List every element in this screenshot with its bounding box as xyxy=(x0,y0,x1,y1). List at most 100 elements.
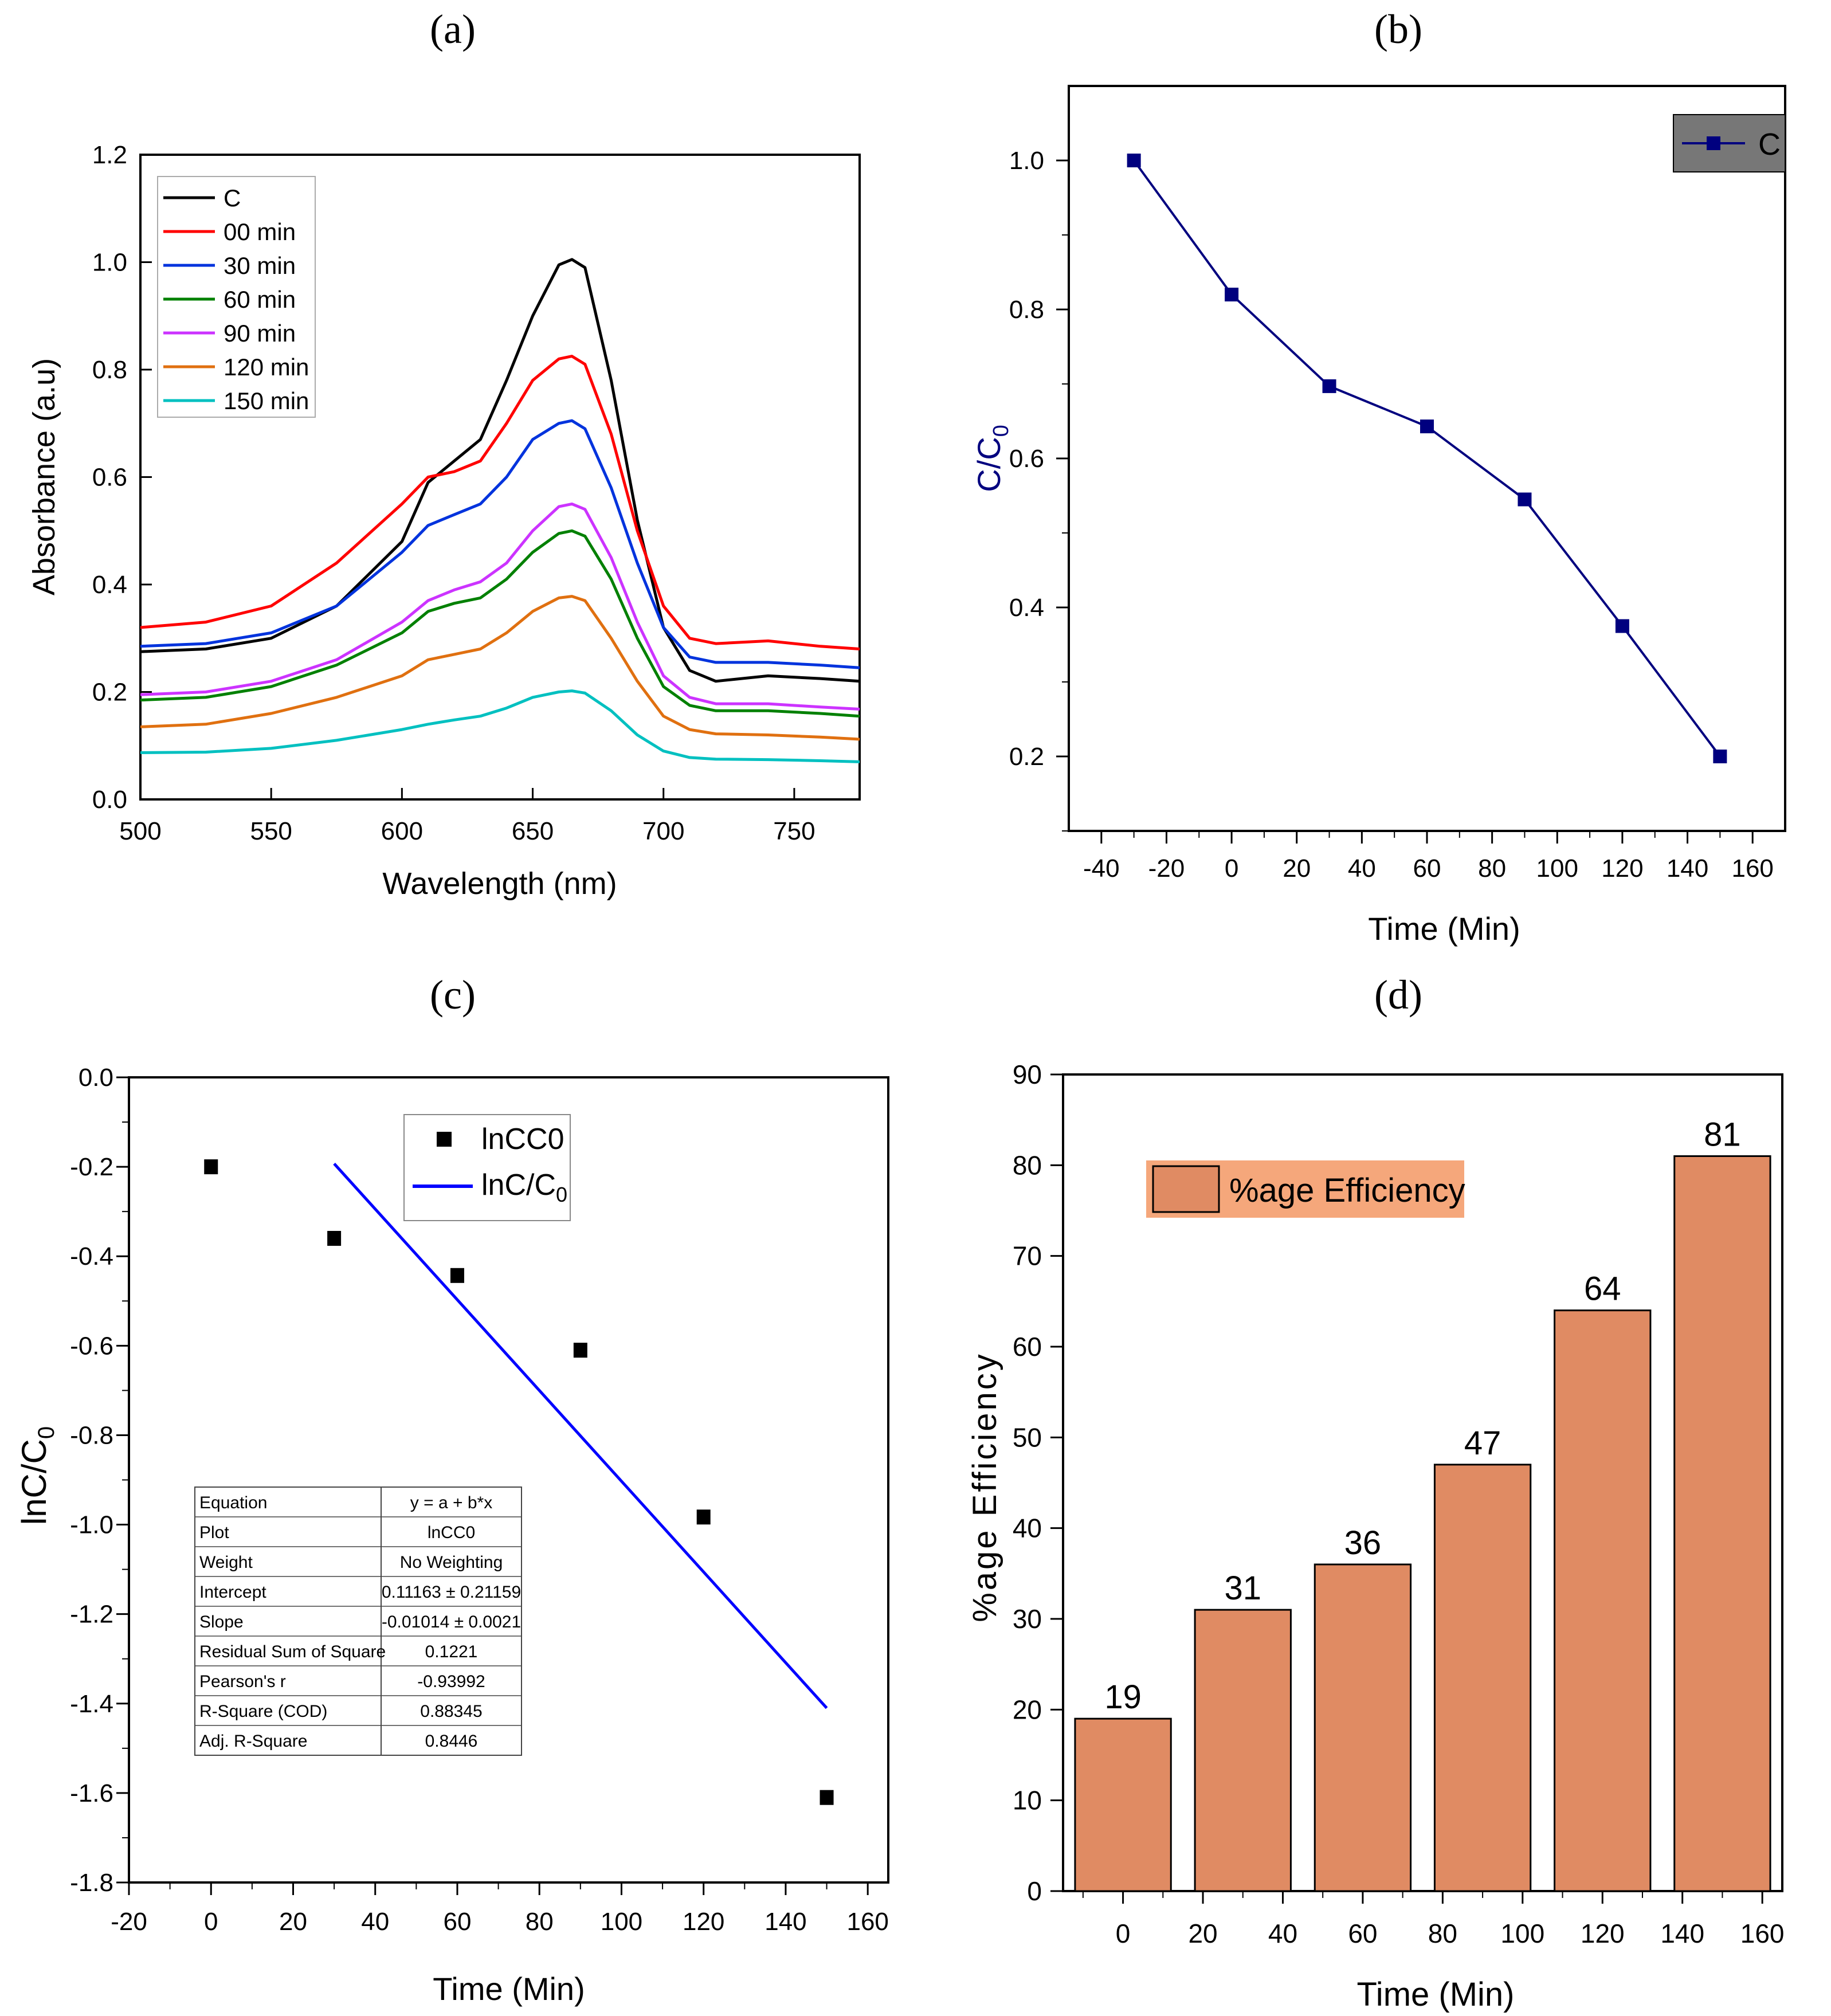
panel-c-table-value: No Weighting xyxy=(400,1553,503,1572)
panel-d-y-tick-label: 80 xyxy=(1013,1150,1042,1180)
panel-b-x-tick-label: 0 xyxy=(1225,854,1238,883)
panel-b-x-axis-label: Time (Min) xyxy=(1368,911,1520,947)
panel-c-x-tick-label: 40 xyxy=(361,1908,389,1936)
panel-c-legend-points-label: lnCC0 xyxy=(481,1123,564,1156)
panel-d-x-tick-label: 80 xyxy=(1428,1919,1457,1948)
panel-c-legend-fit-main: lnC/C xyxy=(481,1168,556,1202)
panel-b-y-axis-label-sub: 0 xyxy=(989,425,1013,437)
panel-a-label: (a) xyxy=(430,6,476,52)
panel-b-x-tick-label: 80 xyxy=(1478,854,1506,883)
panel-a-series-line-3 xyxy=(140,529,860,718)
panel-d-label: (d) xyxy=(1374,972,1422,1018)
panel-d-x-tick-label: 140 xyxy=(1660,1919,1704,1948)
panel-b-y-tick-label: 1.0 xyxy=(1009,147,1044,175)
panel-c-y-axis-label: lnC/C0 xyxy=(15,1426,59,1525)
panel-d-y-tick-label: 90 xyxy=(1013,1060,1042,1089)
panel-b-x-tick-label: 40 xyxy=(1348,854,1376,883)
panel-d-bar xyxy=(1673,1155,1771,1892)
panel-c-table-key: Adj. R-Square xyxy=(199,1732,307,1751)
panel-d-x-tick-label: 20 xyxy=(1188,1919,1217,1948)
panel-c-x-tick-label: 140 xyxy=(764,1908,806,1936)
panel-b-concentration-ratio: (b) -40 -20 0 20 40 60 80 100 120 140 160 0.2 0.4 0.6… xyxy=(971,6,1786,947)
panel-d-y-tick-label: 10 xyxy=(1013,1786,1042,1815)
panel-c-y-tick-label: -0.6 xyxy=(70,1332,113,1360)
panel-a-series-line-4 xyxy=(140,502,860,711)
panel-d-y-tick-label: 70 xyxy=(1013,1241,1042,1271)
panel-b-data-point xyxy=(1713,750,1727,763)
panel-c-table-value: 0.8446 xyxy=(425,1732,478,1751)
panel-c-x-tick-label: 20 xyxy=(279,1908,307,1936)
panel-c-table-key: Intercept xyxy=(199,1583,266,1602)
panel-a-y-axis-label: Absorbance (a.u) xyxy=(27,358,61,595)
panel-d-bar xyxy=(1554,1309,1652,1892)
panel-a-legend-label: 00 min xyxy=(224,218,296,245)
panel-c-x-tick-label: 160 xyxy=(846,1908,888,1936)
panel-c-y-tick-label: -0.4 xyxy=(70,1242,113,1270)
panel-a-series-line-5 xyxy=(140,595,860,741)
panel-c-table-value: -0.01014 ± 0.0021 xyxy=(382,1613,521,1631)
panel-d-frame xyxy=(1062,1073,1783,1892)
panel-d-y-tick-label: 30 xyxy=(1013,1604,1042,1634)
panel-d-x-tick-label: 160 xyxy=(1740,1919,1785,1948)
panel-b-label: (b) xyxy=(1374,6,1422,52)
panel-d-x-axis-label: Time (Min) xyxy=(1357,1976,1515,2013)
panel-a-x-tick-label: 750 xyxy=(773,817,815,845)
panel-c-data-point xyxy=(327,1231,342,1246)
panel-c-legend-box xyxy=(403,1114,571,1221)
panel-b-x-tick-label: 120 xyxy=(1601,854,1643,883)
panel-b-y-axis-label-main: C/C xyxy=(971,437,1007,492)
panel-d-x-tick-label: 60 xyxy=(1348,1919,1377,1948)
panel-c-fit-statistics-table: Equation y = a + b*x Plot lnCC0 Weight No Wei… xyxy=(194,1486,522,1756)
panel-a-y-tick-label: 0.8 xyxy=(92,356,127,384)
panel-a-y-tick-label: 1.0 xyxy=(92,249,127,277)
panel-c-x-tick-label: 120 xyxy=(683,1908,724,1936)
panel-c-y-tick-label: -1.0 xyxy=(70,1511,113,1539)
panel-d-x-tick-label: 100 xyxy=(1500,1919,1544,1948)
panel-c-table-key: Slope xyxy=(199,1613,244,1631)
panel-c-label: (c) xyxy=(430,972,476,1018)
panel-c-table-value: y = a + b*x xyxy=(410,1493,492,1512)
panel-d-y-tick-label: 20 xyxy=(1013,1695,1042,1724)
panel-d-x-tick-label: 40 xyxy=(1268,1919,1297,1948)
panel-c-y-tick-label: -1.6 xyxy=(70,1779,113,1807)
panel-a-legend: C 00 min 30 min 60 min 90 min 120 min 150 min xyxy=(157,176,316,418)
panel-b-x-tick-label: -20 xyxy=(1148,854,1185,883)
panel-a-series-line-0 xyxy=(140,258,860,683)
panel-b-legend: C xyxy=(1673,114,1786,172)
panel-a-x-tick-label: 700 xyxy=(642,817,684,845)
panel-d-y-tick-label: 0 xyxy=(1027,1876,1042,1906)
panel-b-x-tick-label: 20 xyxy=(1283,854,1311,883)
panel-b-legend-label: C xyxy=(1758,127,1781,162)
panel-c-table-key: R-Square (COD) xyxy=(199,1702,327,1721)
panel-a-y-tick-label: 0.6 xyxy=(92,464,127,492)
panel-c-x-tick-label: 60 xyxy=(443,1908,471,1936)
panel-d-bar xyxy=(1074,1717,1172,1892)
panel-a-x-tick-label: 500 xyxy=(119,817,161,845)
panel-d-y-tick-label: 60 xyxy=(1013,1332,1042,1362)
panel-d-legend-swatch xyxy=(1152,1165,1220,1213)
panel-d-bar xyxy=(1314,1563,1412,1892)
panel-b-frame xyxy=(1068,85,1786,832)
panel-c-data-point xyxy=(573,1343,587,1358)
panel-c-legend-fit-label: lnC/C0 xyxy=(481,1168,567,1206)
panel-c-x-tick-label: 0 xyxy=(204,1908,218,1936)
panel-b-x-tick-label: 60 xyxy=(1413,854,1441,883)
panel-b-x-tick-label: 140 xyxy=(1667,854,1708,883)
panel-a-y-tick-label: 0.4 xyxy=(92,571,127,599)
panel-b-data-point xyxy=(1225,288,1239,301)
panel-b-y-tick-label: 0.8 xyxy=(1009,296,1044,324)
panel-d-bar-label: 81 xyxy=(1704,1116,1741,1154)
panel-a-y-tick-label: 0.2 xyxy=(92,678,127,707)
panel-c-y-tick-label: -1.8 xyxy=(70,1869,113,1897)
panel-a-legend-label: 150 min xyxy=(224,387,309,414)
panel-a-series-line-6 xyxy=(140,689,860,763)
panel-c-table-value: 0.88345 xyxy=(420,1702,482,1721)
panel-b-data-point xyxy=(1420,419,1434,434)
panel-c-data-point xyxy=(696,1509,711,1525)
panel-c-y-tick-label: -0.8 xyxy=(70,1421,113,1449)
panel-c-x-tick-label: 80 xyxy=(526,1908,554,1936)
panel-b-series-line xyxy=(1132,159,1722,758)
panel-a-y-tick-label: 0.0 xyxy=(92,786,127,814)
panel-c-x-tick-label: -20 xyxy=(111,1908,147,1936)
